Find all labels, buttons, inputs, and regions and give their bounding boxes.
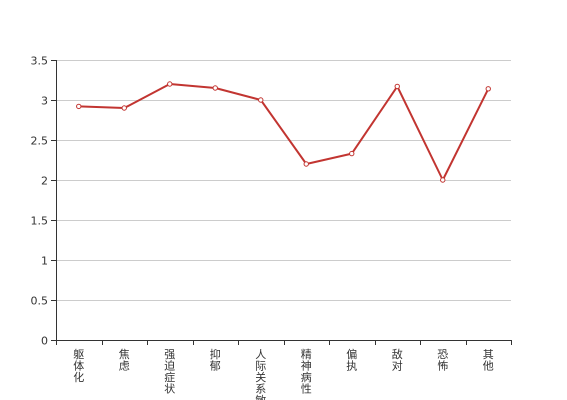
y-tick-label: 3 — [41, 95, 48, 108]
data-point — [349, 150, 355, 157]
x-tick-label: 偏执 — [346, 347, 357, 373]
y-tick-label: 0.5 — [31, 295, 49, 308]
x-tick-label: 强迫症状 — [164, 348, 175, 396]
x-tick-label: 人际关系敏感 — [255, 348, 266, 400]
axes — [56, 60, 511, 341]
data-point — [485, 86, 491, 92]
y-tick-label: 3.5 — [31, 55, 49, 68]
data-point — [303, 161, 309, 167]
series-layer — [76, 81, 491, 183]
data-point — [212, 85, 218, 91]
data-point — [76, 103, 82, 110]
y-tick-label: 1 — [41, 255, 48, 268]
x-tick-label: 抑郁 — [210, 347, 221, 373]
data-point — [167, 81, 173, 87]
y-axis-ticks: 0 0.5 1 1.5 2 2.5 3 3.5 — [31, 55, 56, 348]
y-tick-label: 1.5 — [31, 215, 49, 228]
y-tick-label: 2 — [41, 175, 48, 188]
x-tick-label: 恐怖 — [437, 348, 448, 373]
data-point — [258, 97, 264, 103]
grid-lines — [56, 60, 511, 301]
data-point — [121, 105, 127, 111]
data-point — [394, 83, 400, 90]
x-tick-label: 焦虑 — [119, 348, 130, 373]
x-tick-label: 其他 — [483, 348, 494, 373]
x-tick-label: 精神病性 — [301, 348, 312, 396]
x-tick-label: 敌对 — [392, 347, 403, 373]
series-line — [77, 83, 490, 181]
data-point — [440, 177, 446, 183]
x-tick-label: 躯体化 — [73, 348, 84, 384]
x-axis-ticks: 躯体化 焦虑 强迫症状 抑郁 人际关系敏感 精神病性 偏执 敌对 恐怖 其他 — [56, 340, 512, 400]
y-tick-label: 0 — [41, 335, 48, 348]
y-tick-label: 2.5 — [31, 135, 49, 148]
